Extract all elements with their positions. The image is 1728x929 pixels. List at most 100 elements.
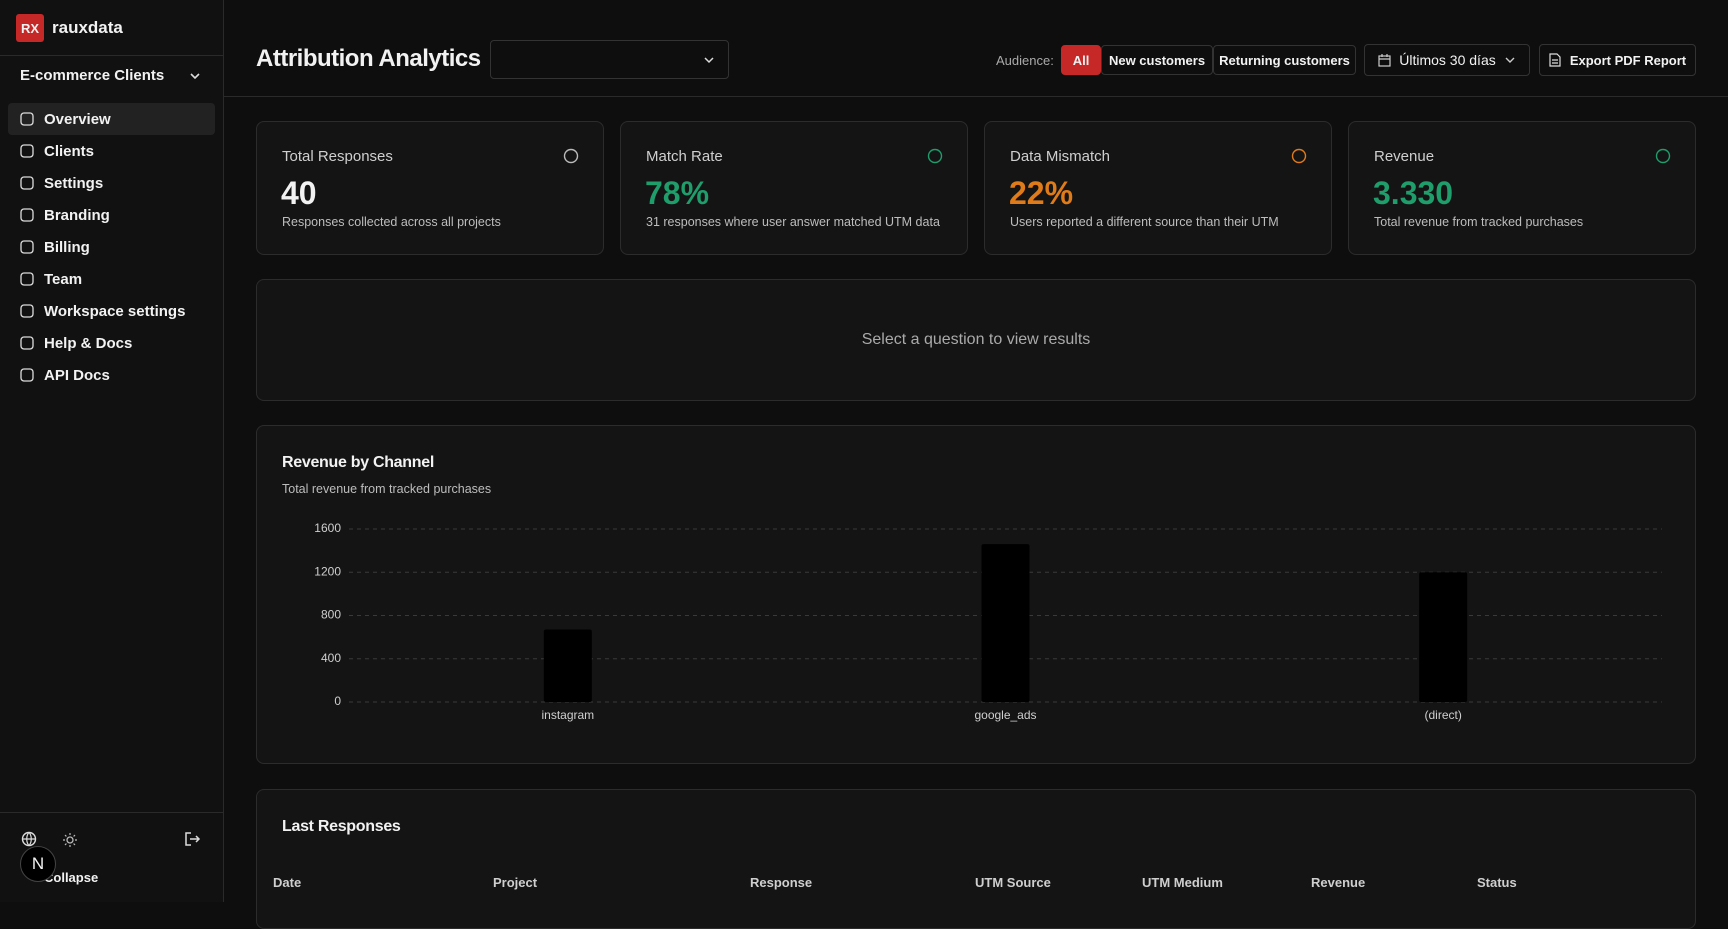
audience-new[interactable]: New customers [1101,45,1213,75]
icon-shape [20,336,34,350]
nav-icon [20,368,34,382]
kpi-label: Total Responses [282,148,393,165]
kpi-label: Data Mismatch [1010,148,1111,165]
logout-icon[interactable] [184,831,201,847]
kpi-icon [1291,148,1307,164]
y-tick-label: 400 [321,651,341,665]
audience-returning[interactable]: Returning customers [1213,45,1356,75]
audience-all[interactable]: All [1061,45,1101,75]
chart: 0 400 800 1200 1600 instagram google_ads (direc… [314,521,1662,722]
y-tick-label: 1200 [314,564,341,578]
icon-shape [20,304,34,318]
nav-icon [20,112,34,126]
y-tick-label: 800 [321,608,341,622]
x-tick-label: instagram [541,708,594,722]
column-header: UTM Medium [1142,875,1223,890]
nav-item[interactable]: Branding [8,199,215,231]
x-tick-label: (direct) [1424,708,1461,722]
nav-label: Settings [44,174,104,192]
chart-card: Revenue by Channel Total revenue from tr… [256,425,1696,764]
logo: RX [16,14,44,42]
chevron [704,57,714,64]
nav-icon [20,176,34,190]
icon-shape [20,240,34,254]
brand: rauxdata [52,18,123,37]
sidebar: RX rauxdata E-commerce Clients Overview C… [0,0,224,902]
avatar[interactable]: N [20,846,56,882]
kpi-description: 31 responses where user answer matched U… [646,215,940,229]
question-select[interactable] [490,40,729,79]
kpi-label: Match Rate [646,148,723,165]
divider [0,55,223,56]
column-header: Revenue [1311,875,1366,890]
nav-icon [20,272,34,286]
nav-item[interactable]: Workspace settings [8,295,215,327]
icon-shape [1291,148,1307,164]
chevron [190,73,200,80]
column-header: UTM Source [975,875,1051,890]
kpi-card: Total Responses 40 Responses collected acr… [256,121,604,255]
chart-subtitle: Total revenue from tracked purchases [282,482,492,496]
kpi-value: 78% [645,175,710,211]
chart-title: Revenue by Channel [282,454,434,471]
bar [543,629,592,702]
nav-item[interactable]: Team [8,263,215,295]
date-range[interactable]: Últimos 30 días [1364,44,1530,76]
nav-item[interactable]: Billing [8,231,215,263]
column-header: Status [1477,875,1517,890]
column-header: Date [273,875,302,890]
kpi-icon [927,148,943,164]
icon-shape [20,368,34,382]
bar [1419,572,1468,702]
icon-shape [563,148,579,164]
icon-shape [927,148,943,164]
nav-item[interactable]: Overview [8,103,215,135]
export-button[interactable]: Export PDF Report [1539,44,1696,76]
language-icon[interactable] [21,831,37,847]
icon-shape [20,112,34,126]
date-range-text: Últimos 30 días [1399,52,1496,68]
nav-label: Clients [44,142,95,160]
y-tick-label: 1600 [314,521,341,535]
column-header: Response [750,875,813,890]
nav-label: Help & Docs [44,334,133,352]
kpi-description: Users reported a different source than t… [1010,215,1279,229]
nav-icon [20,336,34,350]
icon-shape [20,272,34,286]
table-card: Last Responses [256,789,1696,929]
kpi-card: Match Rate 78% 31 responses where user ans… [620,121,968,255]
nav-label: Branding [44,206,110,224]
audience-label: Audience: [996,53,1054,68]
kpi-description: Total revenue from tracked purchases [1374,215,1584,229]
nav-label: Billing [44,238,90,256]
nav-item[interactable]: Clients [8,135,215,167]
y-tick-label: 0 [334,694,341,708]
divider [0,812,223,813]
icon-shape [20,176,34,190]
x-tick-label: google_ads [974,708,1036,722]
kpi-card: Revenue 3.330 Total revenue from tracked p… [1348,121,1696,255]
kpi-value: 3.330 [1373,175,1454,211]
question-panel: Select a question to view results [256,279,1696,401]
divider [224,96,1728,97]
theme-icon[interactable] [62,832,78,848]
workspace-selector[interactable]: E-commerce Clients [20,67,165,84]
icon-shape [1655,148,1671,164]
kpi-icon [1655,148,1671,164]
nav-icon [20,208,34,222]
collapse-button[interactable]: Collapse [44,870,99,885]
kpi-label: Revenue [1374,148,1435,165]
nav-label: Overview [44,110,111,128]
nav-icon [20,240,34,254]
kpi-card: Data Mismatch 22% Users reported a differe… [984,121,1332,255]
nav-label: Team [44,270,83,288]
nav-label: API Docs [44,366,110,384]
nav-item[interactable]: API Docs [8,359,215,391]
kpi-value: 40 [281,175,317,211]
nav-icon [20,144,34,158]
kpi-icon [563,148,579,164]
kpi-value: 22% [1009,175,1074,211]
empty-message: Select a question to view results [861,331,1091,348]
nav-item[interactable]: Settings [8,167,215,199]
nav-item[interactable]: Help & Docs [8,327,215,359]
